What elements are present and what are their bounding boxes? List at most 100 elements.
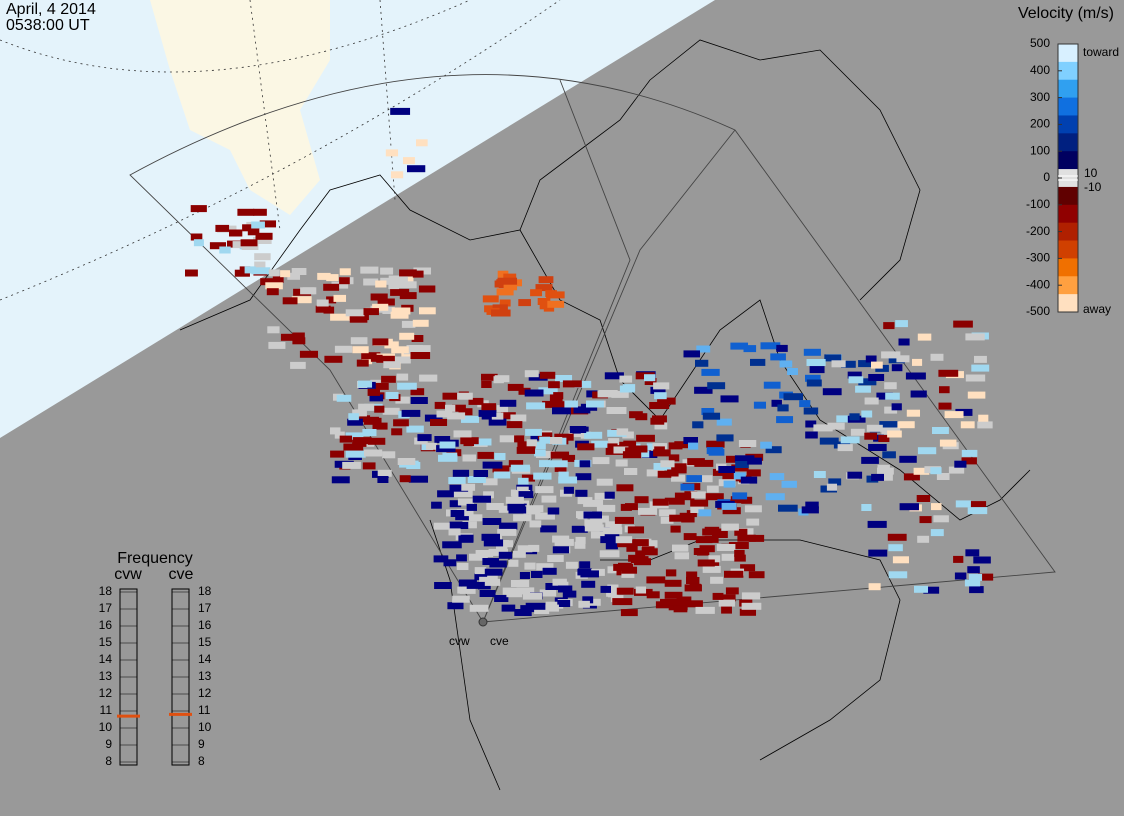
cell [891, 364, 903, 372]
cell [254, 253, 271, 261]
colorbar-segment [1058, 186, 1078, 206]
cell [442, 392, 459, 400]
cell [543, 304, 555, 312]
cell [867, 520, 887, 528]
cell [247, 228, 260, 236]
cell [391, 346, 409, 354]
cell [436, 410, 453, 418]
cell [646, 469, 665, 477]
cell [741, 592, 761, 600]
cell [606, 407, 627, 414]
cell [481, 381, 492, 388]
cell [433, 522, 450, 530]
cell [849, 413, 860, 421]
cell [569, 426, 587, 433]
cell [735, 461, 749, 468]
cell [547, 555, 564, 562]
cell [778, 504, 798, 512]
cell [618, 562, 632, 570]
cell [462, 521, 477, 529]
cell [483, 539, 504, 547]
cell [496, 405, 509, 413]
cell [763, 381, 781, 389]
cell [419, 374, 438, 382]
cell [401, 320, 416, 328]
cell [268, 341, 286, 349]
cell [686, 510, 697, 518]
cell [965, 549, 980, 557]
cell [665, 569, 677, 577]
cell [801, 506, 819, 514]
cell [903, 473, 920, 481]
cell [706, 440, 725, 448]
cell [452, 469, 470, 477]
cell [498, 551, 513, 559]
cell [510, 414, 527, 422]
cell [596, 478, 613, 486]
colorbar-segment [1058, 151, 1078, 170]
cell [641, 546, 655, 554]
colorbar-segment [1058, 115, 1078, 134]
cell [244, 266, 256, 274]
colorbar-segment [1058, 44, 1078, 63]
cell [345, 432, 364, 440]
cell [549, 437, 563, 444]
cell [871, 473, 884, 481]
cell [624, 468, 638, 475]
cell [482, 558, 499, 565]
cell [683, 533, 697, 541]
cell [493, 471, 511, 479]
cell [604, 372, 624, 380]
cell [910, 390, 927, 398]
cell [953, 555, 964, 563]
colorbar-tick-label: 10 [1084, 166, 1098, 180]
cell [493, 376, 504, 384]
cell [460, 437, 479, 445]
cell [747, 457, 762, 465]
cell [930, 529, 944, 537]
cell [215, 224, 230, 232]
cell [695, 536, 713, 544]
cell [690, 491, 706, 499]
cell [345, 309, 365, 317]
cell [644, 374, 656, 382]
cell [482, 461, 503, 469]
cell [692, 421, 704, 429]
cell [450, 522, 469, 529]
cell [467, 476, 486, 483]
cell [458, 534, 474, 542]
cell [748, 534, 765, 542]
cell [443, 559, 457, 567]
cell [524, 370, 539, 378]
cell [824, 354, 842, 362]
day-side [0, 0, 715, 438]
cell [237, 208, 255, 216]
cell [961, 449, 978, 457]
cell [538, 276, 554, 284]
cell [497, 528, 517, 536]
cell [330, 450, 345, 458]
cell [348, 413, 359, 421]
colorbar-segment [1058, 276, 1078, 295]
cell [584, 524, 604, 532]
cell [664, 497, 685, 505]
cell [562, 380, 582, 388]
cell [653, 382, 670, 390]
cell [336, 394, 352, 402]
cell [535, 512, 555, 520]
cell [466, 503, 477, 511]
cell [457, 498, 475, 506]
cell [482, 295, 499, 303]
cell [899, 503, 919, 511]
cell [806, 359, 826, 366]
cell [898, 338, 910, 346]
cell [481, 403, 497, 411]
cell [474, 573, 488, 581]
cell [877, 464, 890, 472]
cell [410, 352, 431, 359]
cell [437, 490, 454, 498]
cell [391, 428, 403, 436]
cell [399, 332, 415, 340]
cell [357, 380, 373, 388]
